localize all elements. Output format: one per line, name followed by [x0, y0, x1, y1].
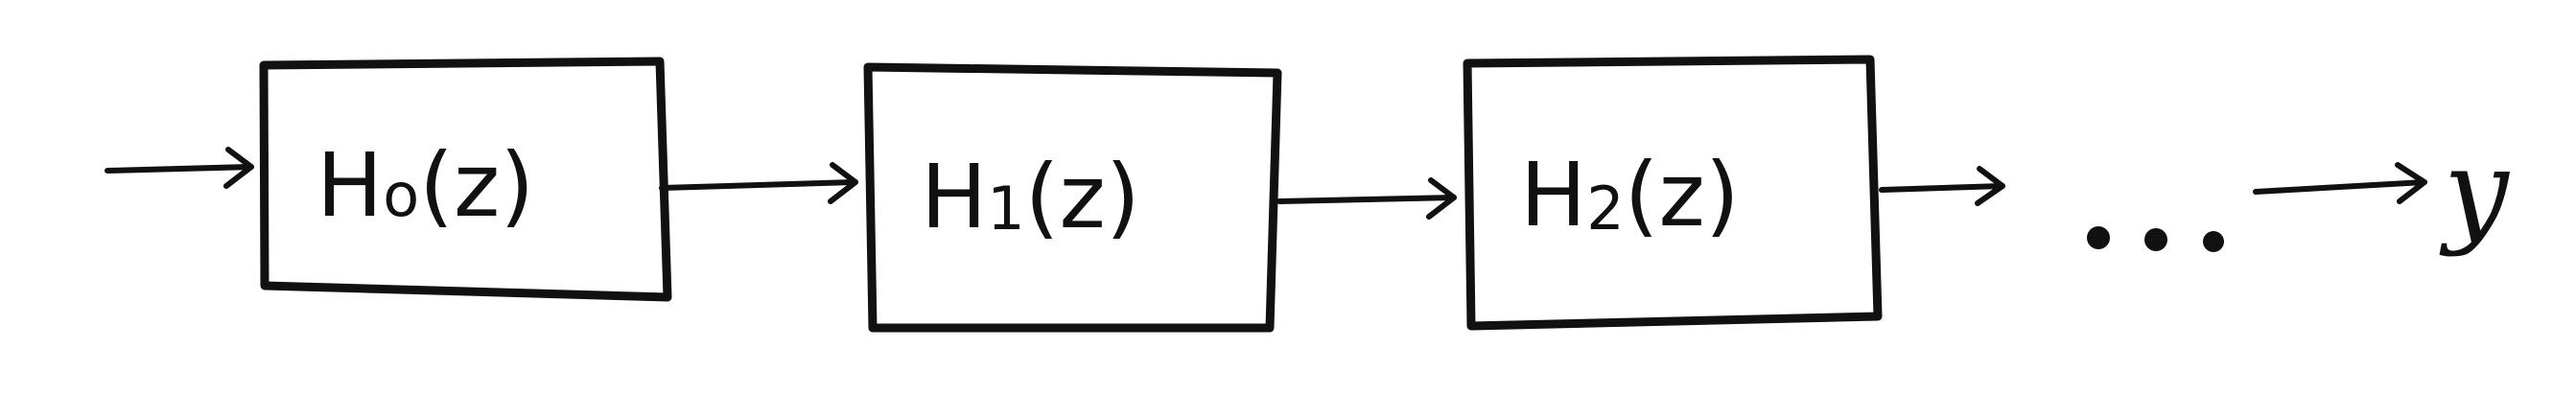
- input-arrow: [105, 147, 254, 189]
- output-label-y: y: [2439, 126, 2511, 259]
- arrow-h2-to-ellipsis: [1879, 166, 2005, 206]
- arrow-h1-to-h2: [1276, 177, 1457, 220]
- block-h0-label: Ho(z): [316, 134, 534, 237]
- output-arrow: [2253, 162, 2427, 204]
- ellipsis-dot-3: [2203, 231, 2224, 252]
- block-h1-label: H1(z): [921, 146, 1140, 248]
- block-h2: H2(z): [1463, 55, 1883, 331]
- ellipsis-dot-2: [2144, 228, 2167, 251]
- block-h1: H1(z): [863, 62, 1282, 333]
- block-h0: Ho(z): [259, 57, 672, 302]
- arrow-h0-to-h1: [659, 162, 858, 204]
- ellipsis-dot-1: [2087, 226, 2110, 249]
- ellipsis: [2087, 226, 2224, 252]
- block-h2-label: H2(z): [1520, 144, 1740, 246]
